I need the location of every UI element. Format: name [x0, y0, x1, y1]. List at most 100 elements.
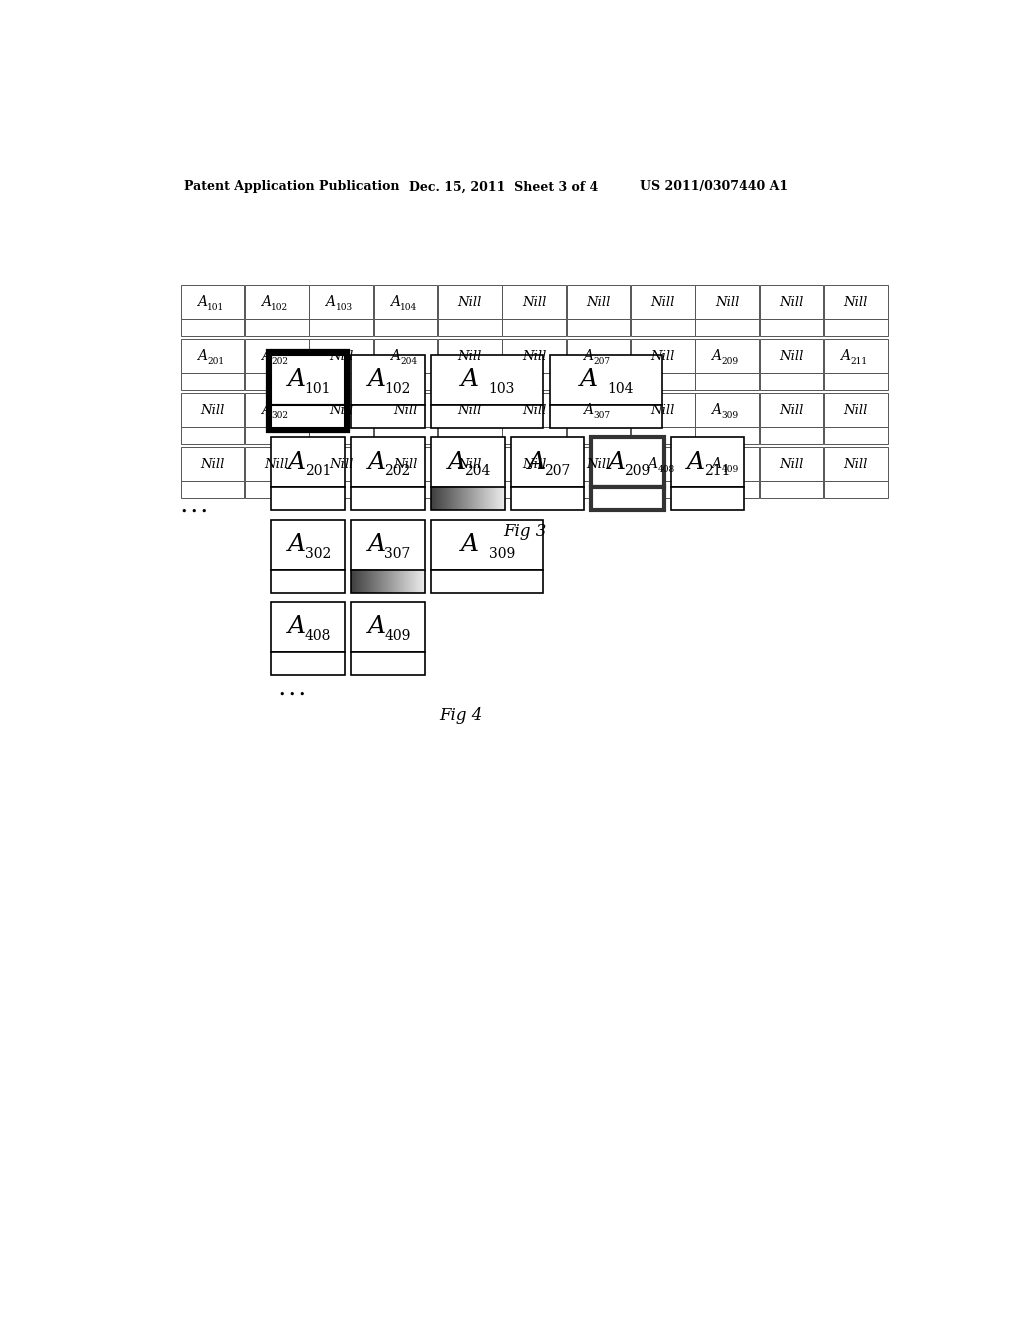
Text: A: A [647, 457, 657, 471]
Bar [695, 374, 759, 391]
Text: US 2011/0307440 A1: US 2011/0307440 A1 [640, 181, 787, 194]
Bar [824, 374, 888, 391]
Text: A: A [261, 403, 271, 417]
Text: 104: 104 [607, 381, 634, 396]
Bar [566, 393, 630, 428]
Bar [309, 374, 373, 391]
Bar [824, 393, 888, 428]
Bar [695, 319, 759, 337]
Bar [695, 339, 759, 374]
Text: 211: 211 [703, 465, 730, 478]
Text: 103: 103 [336, 304, 353, 312]
Bar [503, 339, 566, 374]
Text: 409: 409 [384, 628, 411, 643]
Text: 302: 302 [271, 411, 289, 420]
Bar [631, 393, 694, 428]
Text: A: A [462, 368, 479, 391]
Bar [351, 602, 425, 652]
Text: A: A [197, 350, 207, 363]
Text: 201: 201 [304, 465, 331, 478]
Bar [591, 487, 665, 511]
Text: A: A [712, 350, 721, 363]
Text: Nill: Nill [844, 404, 868, 417]
Bar [374, 447, 437, 480]
Bar [631, 339, 694, 374]
Bar [180, 339, 245, 374]
Text: A: A [687, 450, 706, 474]
Text: A: A [390, 350, 399, 363]
Text: 209: 209 [722, 356, 738, 366]
Text: Nill: Nill [329, 458, 353, 471]
Text: 209: 209 [624, 465, 650, 478]
Bar [431, 520, 544, 570]
Text: 101: 101 [207, 304, 224, 312]
Bar [374, 319, 437, 337]
Bar [245, 447, 308, 480]
Text: Nill: Nill [779, 458, 804, 471]
Bar [431, 355, 544, 405]
Text: A: A [261, 350, 271, 363]
Bar [760, 374, 823, 391]
Text: Nill: Nill [522, 296, 546, 309]
Bar [695, 428, 759, 444]
Text: 202: 202 [271, 356, 289, 366]
Bar [180, 428, 245, 444]
Text: 409: 409 [722, 465, 739, 474]
Bar [180, 285, 245, 319]
Text: Nill: Nill [715, 296, 739, 309]
Bar [760, 393, 823, 428]
Text: Nill: Nill [779, 296, 804, 309]
Bar [374, 480, 437, 498]
Bar [824, 285, 888, 319]
Bar [309, 339, 373, 374]
Text: A: A [261, 296, 271, 309]
Bar [824, 428, 888, 444]
Bar [245, 339, 308, 374]
Text: 104: 104 [400, 304, 417, 312]
Text: 408: 408 [304, 628, 331, 643]
Text: Nill: Nill [458, 296, 482, 309]
Bar [438, 374, 502, 391]
Bar [824, 480, 888, 498]
Text: A: A [288, 615, 306, 639]
Bar [431, 405, 544, 428]
Text: Nill: Nill [650, 404, 675, 417]
Text: • • •: • • • [280, 690, 305, 701]
Text: 211: 211 [850, 356, 867, 366]
Bar [271, 602, 345, 652]
Text: Nill: Nill [779, 350, 804, 363]
Text: 103: 103 [488, 381, 515, 396]
Bar [503, 374, 566, 391]
Bar [760, 339, 823, 374]
Text: A: A [197, 296, 207, 309]
Text: Nill: Nill [522, 458, 546, 471]
Bar [671, 487, 744, 511]
Bar [631, 480, 694, 498]
Text: A: A [368, 368, 386, 391]
Bar [566, 319, 630, 337]
Bar [550, 355, 662, 405]
Bar [566, 339, 630, 374]
Bar [760, 428, 823, 444]
Bar [760, 447, 823, 480]
Text: Fig 3: Fig 3 [503, 523, 547, 540]
Bar [351, 520, 425, 570]
Text: A: A [368, 450, 386, 474]
Bar [180, 319, 245, 337]
Bar [271, 520, 345, 570]
Text: A: A [288, 368, 306, 391]
Bar [550, 405, 662, 428]
Bar [503, 393, 566, 428]
Bar [431, 487, 505, 511]
Text: Nill: Nill [458, 458, 482, 471]
Bar [271, 570, 345, 593]
Text: A: A [368, 615, 386, 639]
Text: Fig 4: Fig 4 [439, 708, 483, 725]
Text: A: A [583, 403, 593, 417]
Text: Nill: Nill [586, 296, 610, 309]
Text: Nill: Nill [586, 458, 610, 471]
Text: Nill: Nill [522, 350, 546, 363]
Bar [351, 405, 425, 428]
Text: 207: 207 [544, 465, 570, 478]
Text: Nill: Nill [458, 404, 482, 417]
